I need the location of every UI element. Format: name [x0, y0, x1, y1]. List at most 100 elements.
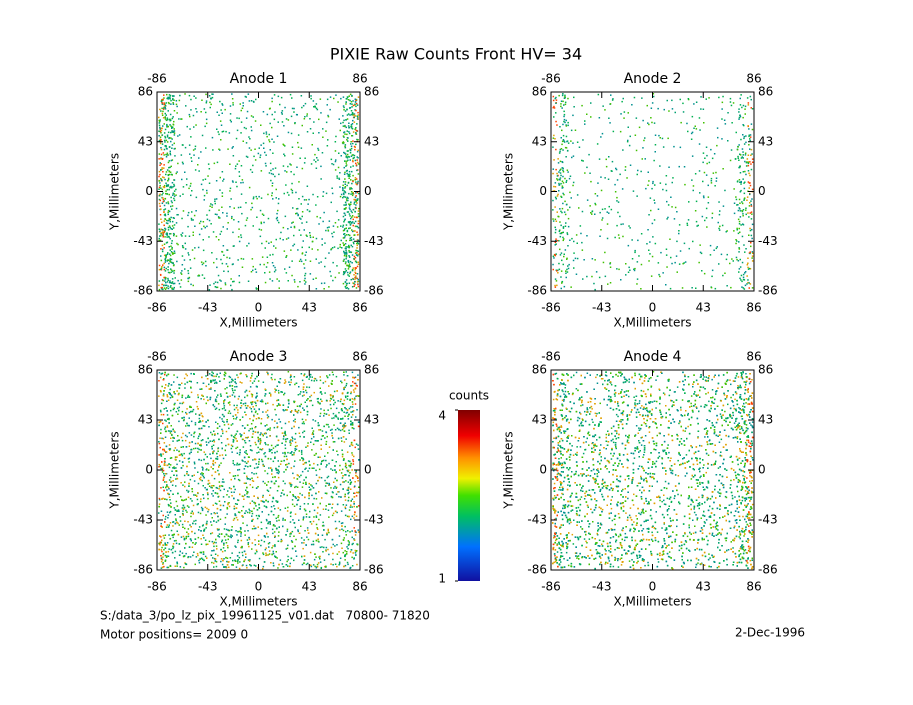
count-pixel [747, 104, 750, 106]
count-pixel [210, 97, 212, 100]
count-pixel [215, 286, 218, 289]
count-pixel [572, 114, 574, 117]
count-pixel [357, 278, 359, 281]
count-pixel [171, 201, 173, 204]
count-pixel [234, 488, 236, 491]
count-pixel [161, 101, 163, 103]
count-pixel [303, 199, 306, 201]
count-pixel [161, 112, 164, 115]
count-pixel [306, 536, 308, 538]
count-pixel [163, 220, 165, 222]
count-pixel [166, 544, 168, 546]
count-pixel [296, 445, 298, 447]
count-pixel [174, 277, 176, 279]
count-pixel [555, 120, 557, 123]
count-pixel [629, 269, 631, 271]
count-pixel [347, 150, 349, 152]
count-pixel [192, 234, 194, 236]
count-pixel [309, 210, 311, 212]
count-pixel [356, 254, 358, 256]
count-pixel [347, 173, 349, 176]
count-pixel [354, 207, 357, 209]
count-pixel [301, 106, 303, 109]
count-pixel [614, 183, 616, 186]
count-pixel [344, 550, 346, 552]
count-pixel [221, 251, 224, 253]
panel-title: Anode 1 [230, 71, 288, 87]
count-pixel [202, 221, 205, 223]
count-pixel [348, 131, 350, 133]
count-pixel [236, 519, 239, 521]
count-pixel [221, 563, 224, 566]
count-pixel [229, 557, 232, 559]
count-pixel [562, 202, 564, 205]
count-pixel [171, 252, 174, 254]
count-pixel [275, 217, 278, 220]
count-pixel [707, 196, 710, 198]
count-pixel [555, 238, 557, 240]
count-pixel [297, 496, 299, 498]
count-pixel [310, 543, 313, 546]
count-pixel [586, 113, 588, 115]
count-pixel [738, 179, 741, 181]
count-pixel [737, 146, 739, 148]
count-pixel [705, 146, 708, 148]
count-pixel [353, 274, 355, 276]
count-pixel [172, 130, 174, 133]
count-pixel [682, 262, 684, 265]
count-pixel [197, 164, 199, 166]
count-pixel [279, 421, 282, 423]
count-pixel [174, 155, 176, 157]
count-pixel [601, 219, 603, 221]
count-pixel [287, 565, 289, 567]
count-pixel [219, 489, 222, 492]
count-pixel [231, 288, 233, 291]
count-pixel [202, 188, 204, 191]
count-pixel [737, 155, 739, 158]
count-pixel [265, 518, 268, 521]
count-pixel [215, 541, 217, 544]
count-pixel [357, 149, 359, 152]
count-pixel [170, 233, 172, 235]
count-pixel [341, 381, 343, 384]
count-pixel [747, 279, 749, 281]
count-pixel [228, 496, 230, 498]
count-pixel [344, 181, 347, 183]
count-pixel [301, 563, 304, 566]
count-pixel [302, 517, 305, 519]
count-pixel [208, 182, 211, 184]
count-pixel [349, 103, 352, 105]
count-pixel [750, 200, 752, 202]
count-pixel [259, 443, 261, 445]
count-pixel [227, 423, 230, 426]
count-pixel [210, 466, 212, 468]
count-pixel [594, 259, 596, 261]
count-pixel [284, 507, 287, 509]
count-pixel [322, 128, 324, 130]
count-pixel [222, 432, 224, 435]
count-pixel [559, 126, 561, 128]
count-pixel [223, 558, 225, 560]
count-pixel [305, 221, 308, 223]
count-pixel [177, 135, 179, 137]
count-pixel [561, 140, 564, 143]
count-pixel [320, 462, 322, 465]
count-pixel [313, 380, 315, 382]
count-pixel [295, 191, 297, 194]
count-pixel [277, 460, 279, 462]
count-pixel [249, 502, 251, 505]
count-pixel [564, 121, 566, 124]
count-pixel [201, 509, 204, 512]
count-pixel [173, 95, 175, 97]
count-pixel [247, 530, 249, 532]
count-pixel [183, 474, 186, 477]
count-pixel [285, 272, 288, 274]
count-pixel [712, 172, 715, 174]
count-pixel [271, 194, 273, 197]
count-pixel [631, 258, 634, 260]
count-pixel [695, 220, 698, 223]
count-pixel [750, 245, 752, 248]
count-pixel [355, 272, 357, 275]
count-pixel [228, 427, 230, 430]
count-pixel [600, 176, 602, 178]
